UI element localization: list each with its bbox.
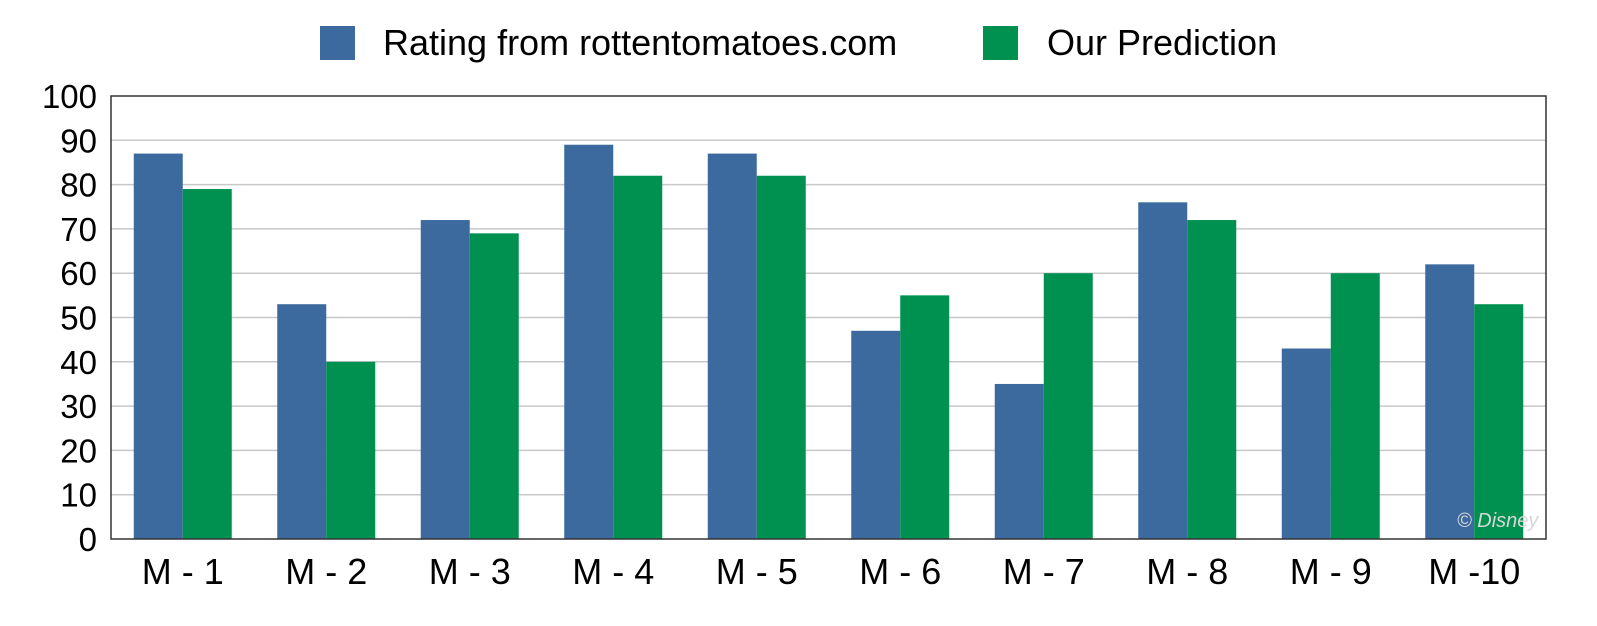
- y-tick-label: 80: [60, 167, 97, 204]
- y-tick-label: 60: [60, 255, 97, 292]
- disney-watermark: © Disney: [1457, 510, 1539, 532]
- bar-prediction-9: [1330, 273, 1380, 539]
- bar-rating-1: [133, 153, 183, 539]
- x-tick-label: M - 2: [285, 551, 367, 592]
- legend: Rating from rottentomatoes.com Our Predi…: [320, 22, 1277, 63]
- bar-prediction-8: [1187, 220, 1237, 540]
- bar-prediction-10: [1474, 304, 1524, 539]
- x-tick-label: M - 9: [1290, 551, 1372, 592]
- x-tick-label: M -10: [1428, 551, 1520, 592]
- bar-prediction-7: [1043, 273, 1093, 539]
- bar-rating-6: [851, 330, 901, 539]
- bar-prediction-6: [900, 295, 950, 539]
- y-tick-label: 40: [60, 344, 97, 381]
- bar-prediction-3: [469, 233, 519, 539]
- bar-rating-3: [420, 220, 470, 540]
- x-tick-label: M - 8: [1146, 551, 1228, 592]
- x-axis-ticks: M - 1 M - 2 M - 3 M - 4 M - 5 M - 6 M - 7 M - 8…: [142, 551, 1521, 592]
- x-tick-label: M - 3: [429, 551, 511, 592]
- bars: [133, 144, 1524, 540]
- bar-rating-2: [277, 304, 327, 539]
- y-tick-label: 30: [60, 388, 97, 425]
- bar-prediction-1: [182, 189, 232, 539]
- bar-rating-7: [994, 383, 1044, 539]
- legend-swatch-rating: [320, 26, 355, 60]
- bar-prediction-2: [326, 361, 376, 539]
- legend-swatch-prediction: [983, 26, 1018, 60]
- y-tick-label: 10: [60, 477, 97, 514]
- x-tick-label: M - 6: [859, 551, 941, 592]
- y-axis-ticks: 0 10 20 30 40 50 60 70 80 90 100: [42, 78, 97, 558]
- x-tick-label: M - 1: [142, 551, 224, 592]
- x-tick-label: M - 4: [572, 551, 654, 592]
- bar-rating-9: [1281, 348, 1331, 539]
- x-tick-label: M - 5: [716, 551, 798, 592]
- y-tick-label: 90: [60, 122, 97, 159]
- bar-prediction-5: [756, 175, 806, 540]
- y-tick-label: 50: [60, 300, 97, 337]
- bar-rating-8: [1138, 202, 1188, 539]
- bar-rating-4: [564, 144, 614, 540]
- legend-label-prediction: Our Prediction: [1047, 22, 1277, 63]
- y-tick-label: 70: [60, 211, 97, 248]
- y-tick-label: 100: [42, 78, 97, 115]
- bar-rating-10: [1425, 264, 1475, 539]
- bar-prediction-4: [613, 175, 663, 540]
- legend-label-rating: Rating from rottentomatoes.com: [383, 22, 897, 63]
- plot-area-frame: [110, 95, 1547, 540]
- y-tick-label: 0: [79, 521, 97, 558]
- x-tick-label: M - 7: [1003, 551, 1085, 592]
- bar-rating-5: [707, 153, 757, 539]
- y-tick-label: 20: [60, 432, 97, 469]
